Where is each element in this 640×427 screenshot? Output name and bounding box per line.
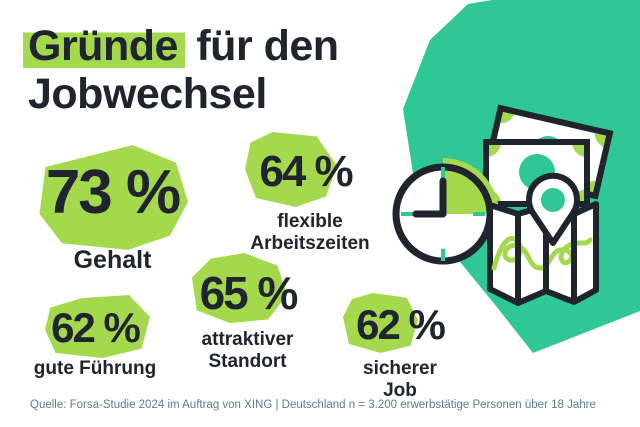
stat-label-flexible: flexible Arbeitszeiten [250,211,370,254]
stat-label-fuehrung: gute Führung [33,358,157,379]
location-pin-icon [526,172,580,246]
splat-gehalt [39,145,188,250]
title-line2: Jobwechsel [28,70,267,119]
title-highlight: Gründe [23,22,185,70]
source-note: Quelle: Forsa-Studie 2024 im Auftrag von… [30,399,596,411]
splat-flexible [245,132,337,207]
splat-fuehrung [45,295,150,358]
stat-value-standort: 65 % [199,267,299,319]
page-title: Gründe für den Jobwechsel [23,22,339,119]
stat-value-flexible: 64 % [259,147,353,196]
stat-value-fuehrung: 62 % [51,304,141,351]
stat-value-job: 62 % [356,301,446,348]
title-line1-rest: für den [196,22,339,70]
stat-label-gehalt: Gehalt [73,246,152,274]
title-line1: Gründe für den [23,22,339,70]
stat-label-job: sicherer Job [363,358,437,401]
splat-standort [192,253,287,323]
splat-job [343,293,418,353]
stat-value-gehalt: 73 % [45,158,181,227]
stat-label-standort: attraktiver Standort [201,329,294,372]
